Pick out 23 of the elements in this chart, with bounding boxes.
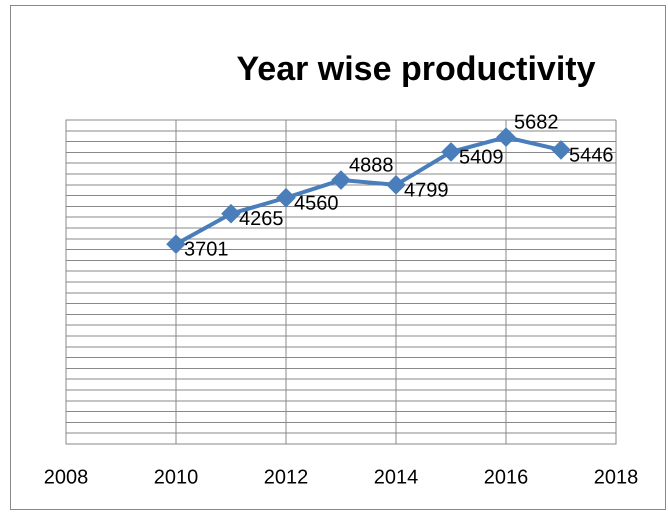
chart-title: Year wise productivity <box>236 50 596 88</box>
point <box>167 235 185 254</box>
point <box>332 171 350 190</box>
x-tick-label: 2018 <box>594 466 638 489</box>
point <box>222 204 240 223</box>
data-label: 4560 <box>294 192 338 214</box>
x-tick-label: 2012 <box>264 466 308 489</box>
point <box>442 142 460 161</box>
x-tick-label: 2016 <box>484 466 528 489</box>
data-label: 5446 <box>569 144 614 166</box>
data-label: 4265 <box>239 208 284 230</box>
data-label: 4799 <box>404 179 448 202</box>
point <box>497 128 515 146</box>
data-label: 3701 <box>184 238 228 261</box>
x-tick-label: 2010 <box>154 466 198 489</box>
x-tick-label: 2008 <box>44 466 88 489</box>
point <box>552 140 570 159</box>
x-tick-label: 2014 <box>374 466 418 489</box>
point <box>387 176 405 194</box>
data-label: 4888 <box>349 154 394 177</box>
data-label: 5409 <box>459 146 504 168</box>
point <box>277 188 295 207</box>
data-label: 5682 <box>514 112 558 134</box>
